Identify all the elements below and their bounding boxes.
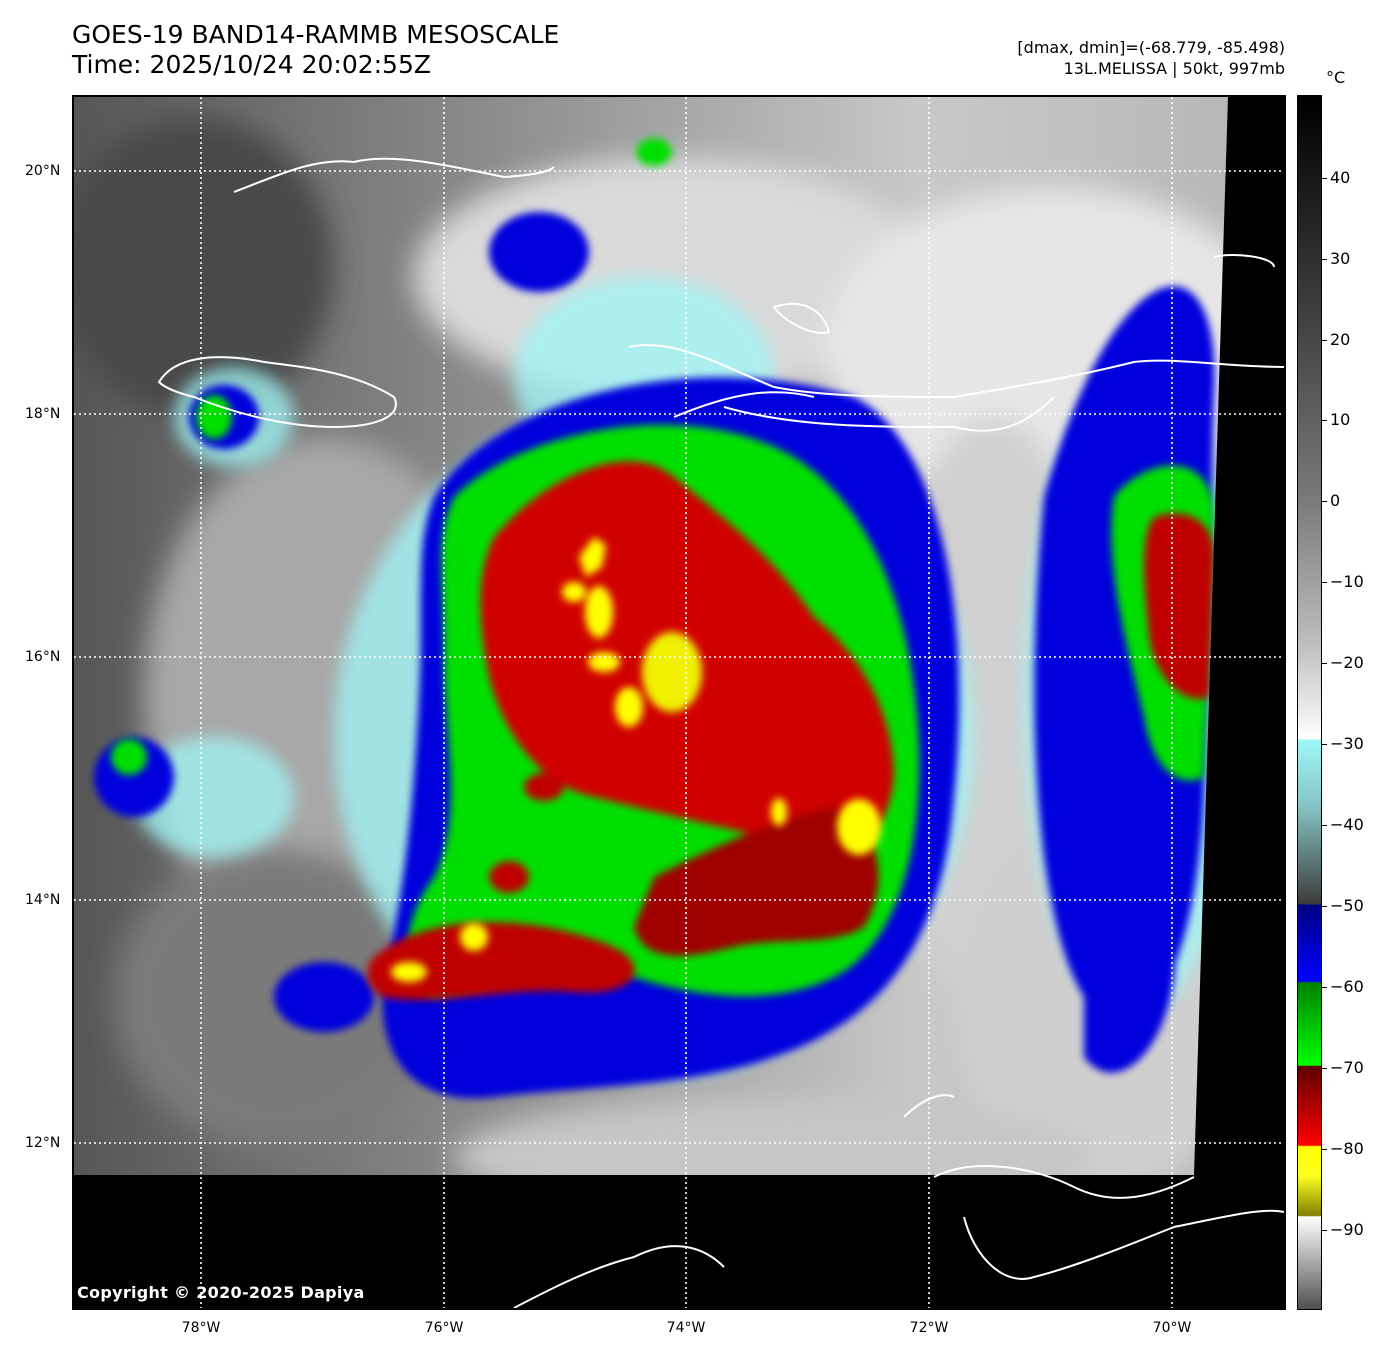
gridlines bbox=[74, 97, 1284, 1308]
map-canvas bbox=[74, 97, 1284, 1308]
colorbar-tick bbox=[1322, 987, 1327, 988]
colorbar-tick bbox=[1322, 582, 1327, 583]
lon-label-70w: 70°W bbox=[1152, 1320, 1192, 1336]
lon-label-74w: 74°W bbox=[666, 1320, 706, 1336]
satellite-map[interactable] bbox=[72, 95, 1286, 1310]
lat-label-18n: 18°N bbox=[25, 406, 61, 422]
colorbar-tick bbox=[1322, 744, 1327, 745]
coastlines bbox=[157, 157, 1284, 1308]
colorbar-tick bbox=[1322, 259, 1327, 260]
colorbar-tick bbox=[1322, 420, 1327, 421]
lat-label-20n: 20°N bbox=[25, 163, 61, 179]
lon-label-72w: 72°W bbox=[909, 1320, 949, 1336]
copyright-text: Copyright © 2020-2025 Dapiya bbox=[77, 1283, 365, 1302]
colorbar-tick bbox=[1322, 1068, 1327, 1069]
colorbar-tick bbox=[1322, 501, 1327, 502]
colorbar-label-minus80: −80 bbox=[1330, 1139, 1364, 1158]
storm-info: 13L.MELISSA | 50kt, 997mb bbox=[1063, 59, 1285, 78]
colorbar-label-minus30: −30 bbox=[1330, 734, 1364, 753]
temperature-range: [dmax, dmin]=(-68.779, -85.498) bbox=[1017, 38, 1285, 57]
colorbar-label-minus60: −60 bbox=[1330, 977, 1364, 996]
colorbar-label-minus50: −50 bbox=[1330, 896, 1364, 915]
colorbar-label-0: 0 bbox=[1330, 491, 1341, 510]
colorbar-label-10: 10 bbox=[1330, 410, 1351, 429]
colorbar-label-minus40: −40 bbox=[1330, 815, 1364, 834]
colorbar-tick bbox=[1322, 906, 1327, 907]
colorbar-label-minus10: −10 bbox=[1330, 572, 1364, 591]
colorbar-label-minus70: −70 bbox=[1330, 1058, 1364, 1077]
map-title: GOES-19 BAND14-RAMMB MESOSCALE bbox=[72, 20, 560, 49]
colorbar-label-40: 40 bbox=[1330, 168, 1351, 187]
lat-label-14n: 14°N bbox=[25, 892, 61, 908]
colorbar-label-minus20: −20 bbox=[1330, 653, 1364, 672]
map-timestamp: Time: 2025/10/24 20:02:55Z bbox=[72, 50, 431, 79]
lat-label-12n: 12°N bbox=[25, 1135, 61, 1151]
colorbar-label-30: 30 bbox=[1330, 249, 1351, 268]
colorbar-tick bbox=[1322, 825, 1327, 826]
colorbar-tick bbox=[1322, 663, 1327, 664]
colorbar-tick bbox=[1322, 1149, 1327, 1150]
colorbar-tick bbox=[1322, 1230, 1327, 1231]
temperature-colorbar bbox=[1297, 95, 1322, 1310]
yellow-cloud-tops bbox=[391, 537, 881, 982]
lon-label-76w: 76°W bbox=[424, 1320, 464, 1336]
lat-label-16n: 16°N bbox=[25, 649, 61, 665]
no-data-region bbox=[74, 97, 1284, 1308]
colorbar-label-minus90: −90 bbox=[1330, 1220, 1364, 1239]
colorbar-unit: °C bbox=[1326, 68, 1346, 87]
colorbar-tick bbox=[1322, 340, 1327, 341]
lon-label-78w: 78°W bbox=[181, 1320, 221, 1336]
colorbar-tick bbox=[1322, 178, 1327, 179]
colorbar-label-20: 20 bbox=[1330, 330, 1351, 349]
